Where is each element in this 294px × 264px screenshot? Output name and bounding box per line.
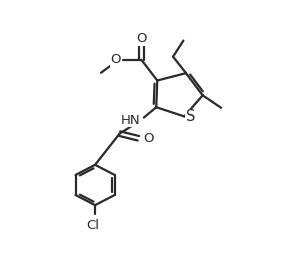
Text: O: O xyxy=(136,32,147,45)
Text: HN: HN xyxy=(121,114,140,127)
Text: O: O xyxy=(111,53,121,66)
Text: Cl: Cl xyxy=(86,219,99,232)
Text: S: S xyxy=(186,109,195,124)
Text: O: O xyxy=(143,132,154,145)
